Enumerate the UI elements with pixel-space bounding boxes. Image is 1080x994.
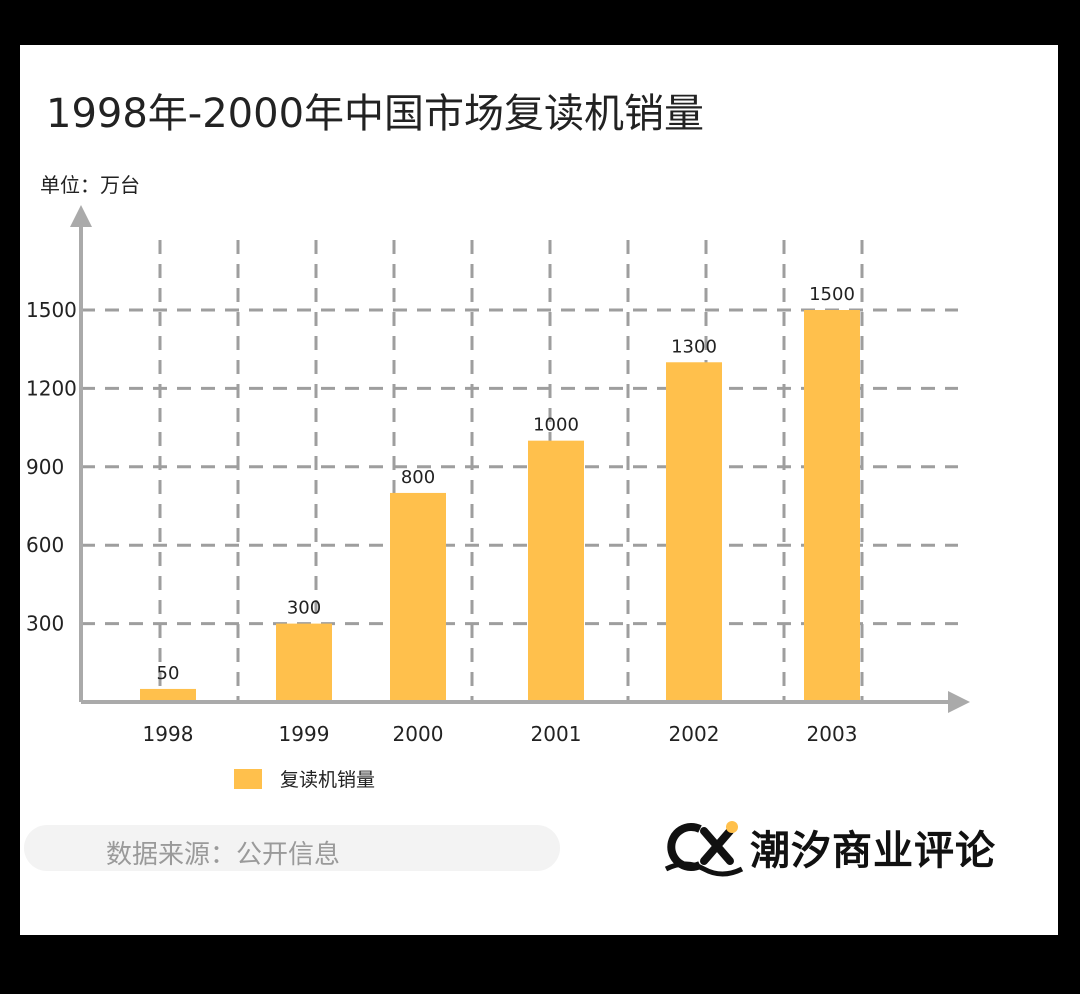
y-tick-label: 600 <box>26 533 64 557</box>
x-tick-label: 1998 <box>143 722 194 746</box>
brand-logo-icon <box>664 821 744 877</box>
unit-label: 单位：万台 <box>40 173 140 197</box>
bar-2002 <box>666 362 722 702</box>
chart-title: 1998年-2000年中国市场复读机销量 <box>46 91 705 137</box>
data-label: 1000 <box>533 415 579 436</box>
x-tick-label: 1999 <box>279 722 330 746</box>
data-label: 50 <box>157 663 180 684</box>
legend-label: 复读机销量 <box>280 769 376 791</box>
source-text: 数据来源：公开信息 <box>106 840 341 870</box>
data-label: 1300 <box>671 336 717 357</box>
axis-layer <box>70 205 970 713</box>
bar-2000 <box>390 492 446 702</box>
y-tick-label: 300 <box>26 612 64 636</box>
bar-2001 <box>528 440 584 702</box>
x-tick-label: 2003 <box>807 722 858 746</box>
label-layer: 300 600 900 1200 1500 50 1998 300 1999 800 2000 100… <box>26 284 857 746</box>
legend-swatch <box>234 768 262 789</box>
brand: 潮汐商业评论 <box>660 815 996 879</box>
bar-layer <box>140 310 860 702</box>
legend: 复读机销量 <box>234 765 375 792</box>
data-label: 800 <box>401 467 435 488</box>
y-tick-label: 1500 <box>26 298 77 322</box>
bar-1998 <box>140 688 196 702</box>
y-tick-label: 900 <box>26 455 64 479</box>
bar-1999 <box>276 623 332 702</box>
x-axis-arrow <box>948 691 970 713</box>
chart-card: 1998年-2000年中国市场复读机销量 单位：万台 300 600 900 1200… <box>20 45 1058 935</box>
brand-name: 潮汐商业评论 <box>750 828 996 874</box>
y-axis-arrow <box>70 205 92 227</box>
bar-2003 <box>804 310 860 702</box>
bar-chart: 300 600 900 1200 1500 50 1998 300 1999 800 2000 100… <box>26 205 970 746</box>
y-tick-label: 1200 <box>26 376 77 400</box>
data-label: 300 <box>287 598 321 619</box>
data-label: 1500 <box>809 284 855 305</box>
source-pill: 数据来源：公开信息 <box>24 825 560 871</box>
x-tick-label: 2001 <box>531 722 582 746</box>
x-tick-label: 2002 <box>669 722 720 746</box>
x-tick-label: 2000 <box>393 722 444 746</box>
